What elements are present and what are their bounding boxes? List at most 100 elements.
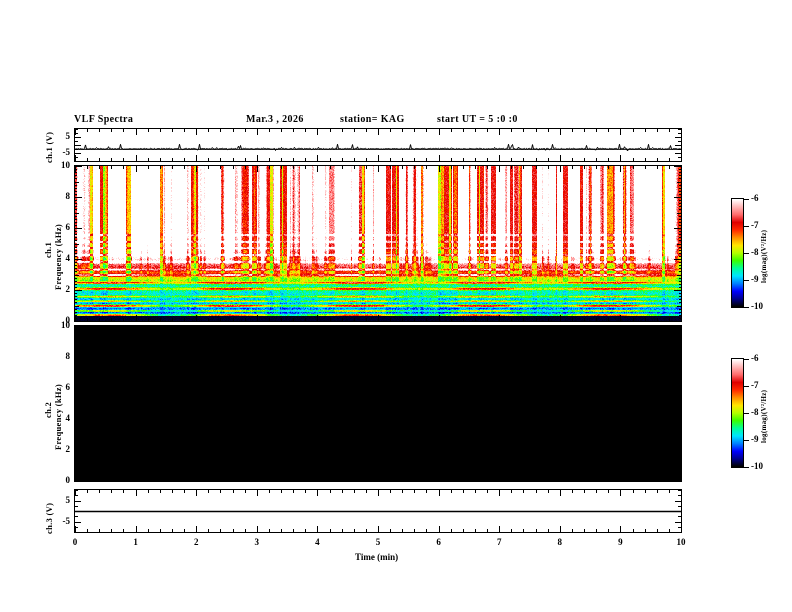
x-tick	[378, 315, 379, 321]
x-tick	[523, 490, 524, 493]
ch3-voltage-y-tick	[678, 490, 681, 491]
x-tick	[657, 478, 658, 481]
x-tick	[269, 490, 270, 493]
x-tick	[136, 315, 137, 321]
x-tick	[196, 490, 197, 496]
ch1-voltage-y-tick	[75, 153, 81, 154]
x-tick	[220, 529, 221, 532]
x-tick	[451, 478, 452, 481]
ch2-frequency-y-tick	[75, 357, 82, 358]
x-tick	[184, 166, 185, 169]
x-tick	[572, 166, 573, 169]
ch2-frequency-y-tick	[75, 366, 77, 367]
ch1-frequency-y-tick	[677, 275, 681, 276]
x-tick	[536, 166, 537, 169]
x-tick-label: 5	[375, 537, 381, 547]
x-tick	[342, 318, 343, 321]
ch2-frequency-y-tick	[679, 369, 681, 370]
x-tick	[633, 129, 634, 132]
ch1-frequency-y-tick	[679, 287, 681, 288]
x-tick	[475, 318, 476, 321]
ch1-frequency-y-tick	[75, 290, 82, 291]
x-tick	[402, 129, 403, 132]
x-tick	[426, 166, 427, 169]
x-tick	[184, 129, 185, 132]
x-tick	[511, 490, 512, 493]
x-tick	[511, 529, 512, 532]
ch1-frequency-y-tick	[679, 188, 681, 189]
x-tick	[293, 529, 294, 532]
x-tick	[548, 478, 549, 481]
x-tick	[487, 490, 488, 493]
ch2-frequency-y-tick	[75, 450, 82, 451]
x-tick	[220, 478, 221, 481]
ch1-frequency-y-tick	[75, 240, 77, 241]
x-tick	[414, 318, 415, 321]
x-tick	[148, 129, 149, 132]
x-tick-label: 8	[557, 537, 563, 547]
ch2-frequency-y-tick-label: 0	[65, 475, 71, 485]
x-tick	[681, 475, 682, 481]
ch2-frequency-y-tick	[75, 410, 77, 411]
x-tick	[584, 166, 585, 169]
ch2-frequency-y-tick	[75, 338, 77, 339]
x-tick	[281, 326, 282, 329]
x-tick	[584, 158, 585, 161]
x-tick	[572, 129, 573, 132]
ch3-voltage-y-tick	[678, 532, 681, 533]
ch1-frequency-y-tick	[75, 216, 77, 217]
ch2-frequency-y-tick	[75, 462, 77, 463]
x-tick	[75, 526, 76, 532]
x-tick	[645, 478, 646, 481]
ch1-frequency-y-tick	[75, 219, 77, 220]
x-tick-label: 4	[315, 537, 320, 547]
ch1-frequency-y-tick	[679, 231, 681, 232]
x-tick	[511, 478, 512, 481]
x-tick	[245, 129, 246, 132]
ch2-frequency-y-tick	[674, 388, 681, 389]
ch1-voltage-y-tick	[675, 137, 681, 138]
x-tick	[426, 490, 427, 493]
x-tick	[657, 318, 658, 321]
ch1-frequency-y-tick	[75, 309, 77, 310]
ch1-frequency-y-tick	[679, 203, 681, 204]
x-tick	[148, 529, 149, 532]
x-tick	[342, 478, 343, 481]
x-tick	[548, 326, 549, 329]
ch2-frequency-y-tick	[75, 351, 77, 352]
ch2-frequency-y-tick	[679, 422, 681, 423]
x-tick	[669, 158, 670, 161]
x-tick	[390, 158, 391, 161]
x-tick	[208, 478, 209, 481]
ch1-frequency-y-tick	[679, 302, 681, 303]
x-tick	[536, 318, 537, 321]
ch2-frequency-y-tick	[75, 407, 77, 408]
x-tick	[414, 529, 415, 532]
x-tick	[390, 490, 391, 493]
ch2-frequency-y-tick	[679, 444, 681, 445]
x-tick	[317, 315, 318, 321]
x-tick	[669, 166, 670, 169]
ch2-frequency-y-tick	[75, 391, 77, 392]
x-tick	[354, 326, 355, 329]
x-tick	[499, 475, 500, 481]
ch3-voltage-y-tick	[678, 506, 681, 507]
x-tick	[111, 490, 112, 493]
x-tick	[196, 326, 197, 332]
x-tick	[669, 129, 670, 132]
ch1-frequency-y-tick	[75, 234, 77, 235]
x-tick	[414, 129, 415, 132]
x-tick	[354, 490, 355, 493]
ch1-frequency-y-tick	[75, 228, 82, 229]
ch3-voltage-y-tick	[75, 516, 78, 517]
ch2-frequency-y-tick	[75, 329, 77, 330]
ch1-frequency-y-tick	[75, 268, 77, 269]
ch2-frequency-y-tick	[677, 404, 681, 405]
ch1-voltage-y-tick	[75, 133, 78, 134]
x-tick	[560, 155, 561, 161]
x-tick	[233, 318, 234, 321]
x-tick	[87, 129, 88, 132]
x-tick	[487, 529, 488, 532]
ch2-frequency-y-tick	[75, 369, 77, 370]
x-tick	[172, 158, 173, 161]
